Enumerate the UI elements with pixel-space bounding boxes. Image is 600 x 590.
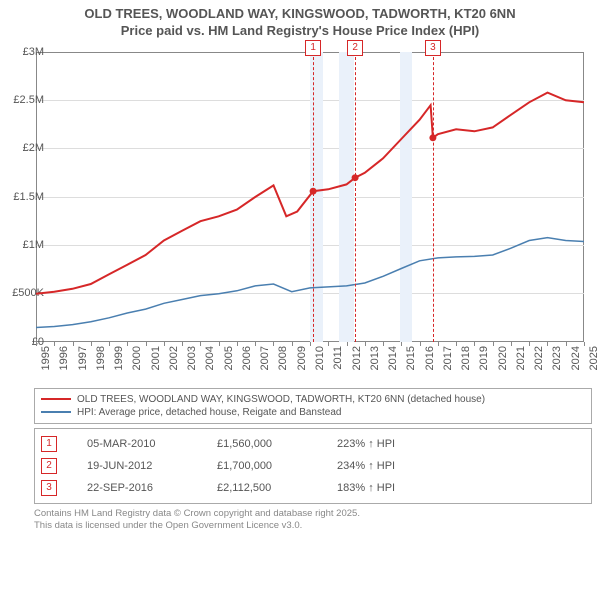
marker-label: 3 (425, 40, 441, 56)
marker-label: 1 (305, 40, 321, 56)
x-tick-label: 2017 (442, 346, 454, 370)
x-tick-label: 2025 (588, 346, 600, 370)
sale-number: 2 (41, 458, 57, 474)
legend-swatch (41, 398, 71, 400)
footer-line2: This data is licensed under the Open Gov… (34, 520, 592, 532)
footer-attribution: Contains HM Land Registry data © Crown c… (34, 508, 592, 533)
legend-swatch (41, 411, 71, 413)
x-tick-label: 2000 (131, 346, 143, 370)
x-tick-label: 2011 (332, 346, 344, 370)
chart-area: £0£500K£1M£1.5M£2M£2.5M£3M 1995199619971… (36, 42, 596, 382)
legend-item: HPI: Average price, detached house, Reig… (41, 406, 585, 419)
x-tick-label: 2003 (186, 346, 198, 370)
legend-item: OLD TREES, WOODLAND WAY, KINGSWOOD, TADW… (41, 393, 585, 406)
sale-number: 3 (41, 480, 57, 496)
x-tick-label: 2006 (241, 346, 253, 370)
x-tick-label: 2014 (387, 346, 399, 370)
legend: OLD TREES, WOODLAND WAY, KINGSWOOD, TADW… (34, 388, 592, 424)
series-line (36, 92, 584, 293)
x-tick-label: 2007 (259, 346, 271, 370)
sale-date: 05-MAR-2010 (87, 438, 187, 450)
footer-line1: Contains HM Land Registry data © Crown c… (34, 508, 592, 520)
sale-price: £1,700,000 (217, 460, 307, 472)
x-tick-label: 2019 (478, 346, 490, 370)
x-tick-label: 2016 (424, 346, 436, 370)
x-tick-label: 1997 (77, 346, 89, 370)
x-tick-label: 1995 (40, 346, 52, 370)
sale-price: £1,560,000 (217, 438, 307, 450)
x-tick-label: 2010 (314, 346, 326, 370)
sale-date: 19-JUN-2012 (87, 460, 187, 472)
x-tick-label: 2012 (351, 346, 363, 370)
sale-row: 3 22-SEP-2016 £2,112,500 183% ↑ HPI (41, 477, 585, 499)
sale-pct: 223% ↑ HPI (337, 438, 585, 450)
legend-label: HPI: Average price, detached house, Reig… (77, 407, 341, 418)
sale-row: 1 05-MAR-2010 £1,560,000 223% ↑ HPI (41, 433, 585, 455)
x-tick-label: 2018 (460, 346, 472, 370)
x-tick-label: 2001 (150, 346, 162, 370)
sale-price: £2,112,500 (217, 482, 307, 494)
x-tick-label: 2020 (497, 346, 509, 370)
x-tick-label: 2009 (296, 346, 308, 370)
x-tick-label: 2008 (277, 346, 289, 370)
x-tick-label: 2002 (168, 346, 180, 370)
x-tick-label: 1999 (113, 346, 125, 370)
legend-label: OLD TREES, WOODLAND WAY, KINGSWOOD, TADW… (77, 394, 485, 405)
title-line1: OLD TREES, WOODLAND WAY, KINGSWOOD, TADW… (10, 6, 590, 23)
x-tick-label: 2023 (551, 346, 563, 370)
sale-pct: 183% ↑ HPI (337, 482, 585, 494)
title-line2: Price paid vs. HM Land Registry's House … (10, 23, 590, 40)
series-line (36, 237, 584, 327)
sale-number: 1 (41, 436, 57, 452)
x-tick-label: 2021 (515, 346, 527, 370)
x-tick-label: 2005 (223, 346, 235, 370)
x-tick-label: 2013 (369, 346, 381, 370)
sale-pct: 234% ↑ HPI (337, 460, 585, 472)
x-tick-label: 1998 (95, 346, 107, 370)
chart-title: OLD TREES, WOODLAND WAY, KINGSWOOD, TADW… (0, 0, 600, 42)
sales-table: 1 05-MAR-2010 £1,560,000 223% ↑ HPI 2 19-JUN-… (34, 428, 592, 504)
sale-date: 22-SEP-2016 (87, 482, 187, 494)
x-tick-label: 1996 (58, 346, 70, 370)
x-tick-label: 2015 (405, 346, 417, 370)
marker-label: 2 (347, 40, 363, 56)
x-tick-label: 2022 (533, 346, 545, 370)
x-tick-label: 2024 (570, 346, 582, 370)
sale-row: 2 19-JUN-2012 £1,700,000 234% ↑ HPI (41, 455, 585, 477)
line-plot (36, 52, 584, 342)
chart-container: OLD TREES, WOODLAND WAY, KINGSWOOD, TADW… (0, 0, 600, 532)
x-tick-label: 2004 (204, 346, 216, 370)
